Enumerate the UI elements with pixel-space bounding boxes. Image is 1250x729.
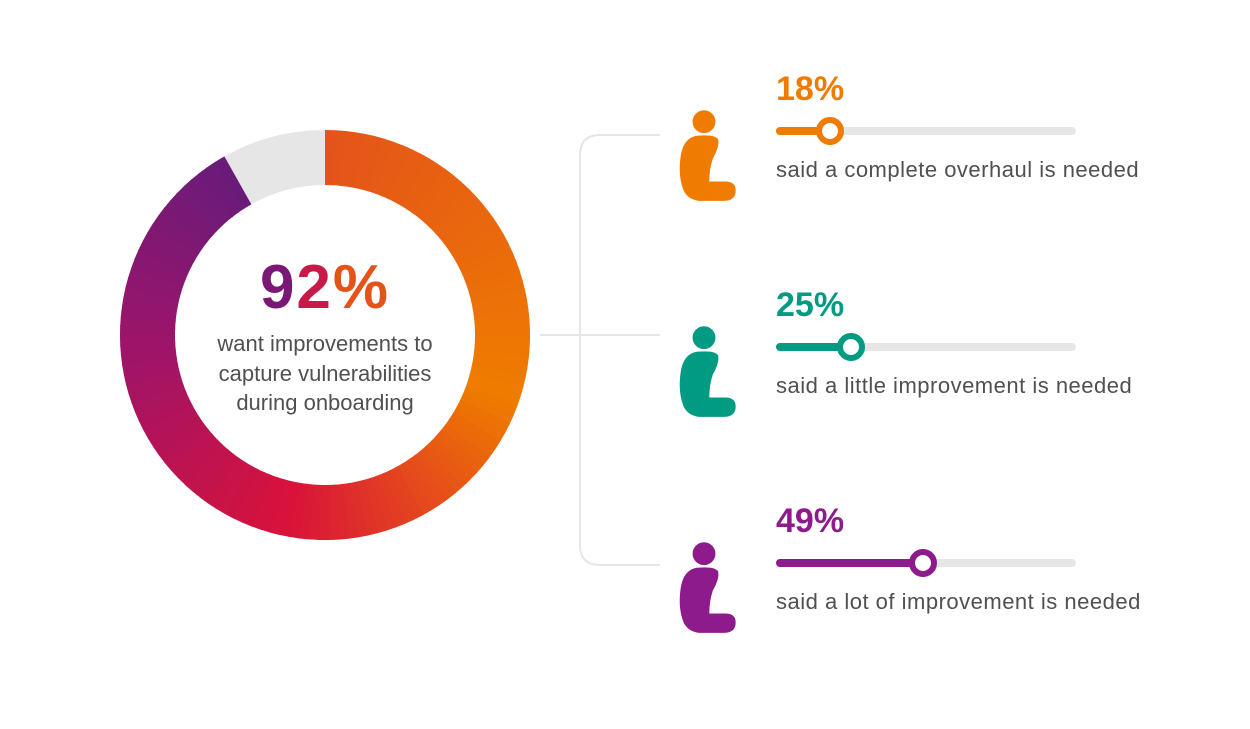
item-percent: 18% — [776, 70, 1200, 109]
item-description: said a complete overhaul is needed — [776, 155, 1200, 185]
donut-digit-2: 2 — [296, 253, 332, 322]
progress-slider — [776, 549, 1076, 577]
breakdown-item: 25% said a little improvement is needed — [660, 286, 1200, 456]
item-icon — [660, 538, 750, 643]
person-sitting-icon — [660, 106, 748, 206]
connector-lines — [540, 115, 660, 585]
item-body: 49% said a lot of improvement is needed — [776, 502, 1200, 617]
progress-slider — [776, 117, 1076, 145]
item-percent: 25% — [776, 286, 1200, 325]
progress-slider — [776, 333, 1076, 361]
breakdown-item: 49% said a lot of improvement is needed — [660, 502, 1200, 672]
slider-knob — [837, 333, 865, 361]
item-description: said a little improvement is needed — [776, 371, 1200, 401]
donut-percent-symbol: % — [333, 253, 390, 322]
slider-fill — [776, 559, 923, 567]
slider-knob — [816, 117, 844, 145]
slider-knob — [909, 549, 937, 577]
item-percent: 49% — [776, 502, 1200, 541]
donut-center: 92% want improvements to capture vulnera… — [185, 252, 465, 418]
donut-chart: 92% want improvements to capture vulnera… — [110, 120, 540, 550]
item-body: 18% said a complete overhaul is needed — [776, 70, 1200, 185]
item-icon — [660, 322, 750, 427]
breakdown-list: 18% said a complete overhaul is needed 2… — [660, 70, 1200, 718]
donut-percent: 92% — [185, 252, 465, 323]
item-body: 25% said a little improvement is needed — [776, 286, 1200, 401]
donut-digit-1: 9 — [260, 253, 296, 322]
person-sitting-icon — [660, 538, 748, 638]
person-sitting-icon — [660, 322, 748, 422]
donut-description: want improvements to capture vulnerabili… — [185, 329, 465, 418]
breakdown-item: 18% said a complete overhaul is needed — [660, 70, 1200, 240]
item-icon — [660, 106, 750, 211]
item-description: said a lot of improvement is needed — [776, 587, 1200, 617]
infographic-root: 92% want improvements to capture vulnera… — [0, 0, 1250, 729]
